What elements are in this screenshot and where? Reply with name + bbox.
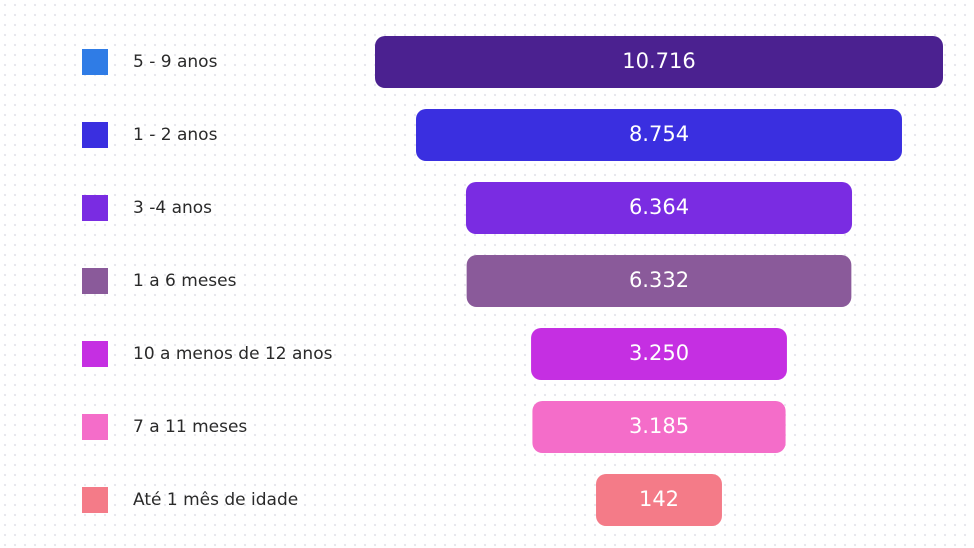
legend-swatch: [82, 341, 108, 367]
bar-label: 8.754: [629, 122, 689, 146]
funnel-bar: [466, 255, 852, 307]
funnel-bar: [465, 182, 853, 234]
legend-swatch: [82, 414, 108, 440]
bar-label: 142: [639, 487, 679, 511]
funnel-bar: [375, 36, 943, 88]
legend-label: 3 -4 anos: [133, 198, 212, 218]
bar-label: 10.716: [622, 49, 695, 73]
legend-label: 1 a 6 meses: [133, 271, 237, 291]
bar-label: 3.250: [629, 341, 689, 365]
funnel-bar: [416, 109, 902, 161]
legend-label: 1 - 2 anos: [133, 125, 218, 145]
legend-label: Até 1 mês de idade: [133, 490, 298, 510]
legend-swatch: [82, 487, 108, 513]
funnel-bar: [531, 328, 787, 380]
legend-label: 7 a 11 meses: [133, 417, 247, 437]
legend-swatch: [82, 49, 108, 75]
bar-label: 6.332: [629, 268, 689, 292]
bar-label: 3.185: [629, 414, 689, 438]
legend-swatch: [82, 195, 108, 221]
legend-label: 10 a menos de 12 anos: [133, 344, 333, 364]
legend-label: 5 - 9 anos: [133, 52, 218, 72]
bar-label: 6.364: [629, 195, 689, 219]
legend-swatch: [82, 268, 108, 294]
legend-swatch: [82, 122, 108, 148]
funnel-bar: [596, 474, 722, 526]
funnel-bar: [532, 401, 786, 453]
